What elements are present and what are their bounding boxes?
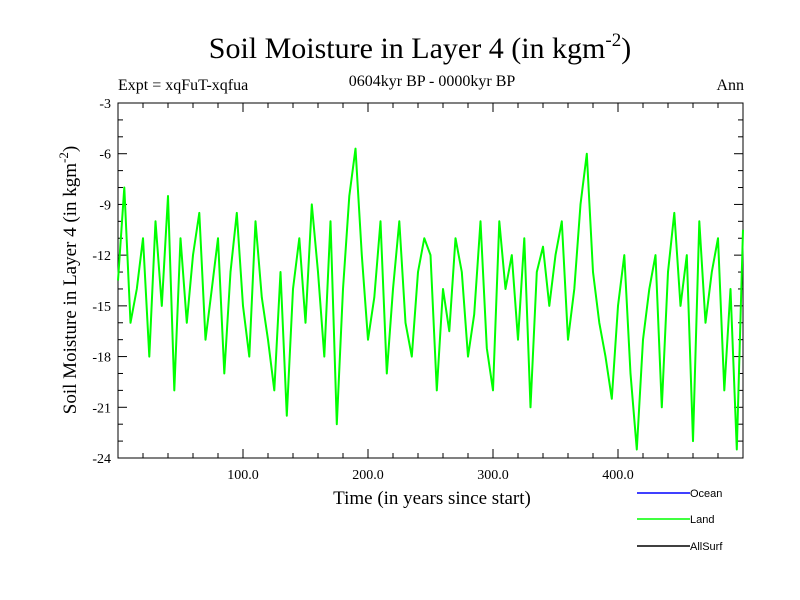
legend: Ocean Land AllSurf bbox=[637, 488, 723, 553]
y-tick-label: -3 bbox=[99, 97, 111, 112]
legend-label-ocean: Ocean bbox=[690, 488, 722, 500]
y-tick-label: -12 bbox=[92, 249, 111, 264]
legend-label-land: Land bbox=[690, 514, 714, 526]
x-tick-label: 300.0 bbox=[477, 468, 509, 483]
experiment-label: Expt = xqFuT-xqfua bbox=[118, 77, 248, 94]
x-tick-label: 100.0 bbox=[227, 468, 259, 483]
legend-label-allsurf: AllSurf bbox=[690, 541, 723, 553]
season-label: Ann bbox=[716, 77, 744, 94]
plot-frame bbox=[117, 102, 744, 459]
chart-title: Soil Moisture in Layer 4 (in kgm-2) bbox=[209, 30, 631, 65]
x-axis-label: Time (in years since start) bbox=[333, 488, 531, 509]
y-tick-label: -24 bbox=[92, 452, 111, 467]
ticks-group: -3 -6 -9 -12 -15 -18 -21 -24 100.0 200.0 300.0 400.… bbox=[92, 97, 743, 483]
y-tick-label: -6 bbox=[99, 148, 111, 163]
y-tick-label: -15 bbox=[92, 300, 111, 315]
y-tick-label: -18 bbox=[92, 351, 111, 366]
x-tick-label: 200.0 bbox=[352, 468, 384, 483]
y-axis-label: Soil Moisture in Layer 4 (in kgm-2) bbox=[56, 146, 81, 414]
y-tick-label: -21 bbox=[92, 401, 111, 416]
y-tick-label: -9 bbox=[99, 198, 111, 213]
series-line-land bbox=[117, 147, 744, 451]
chart-subtitle: 0604kyr BP - 0000kyr BP bbox=[349, 73, 516, 90]
x-tick-label: 400.0 bbox=[602, 468, 634, 483]
